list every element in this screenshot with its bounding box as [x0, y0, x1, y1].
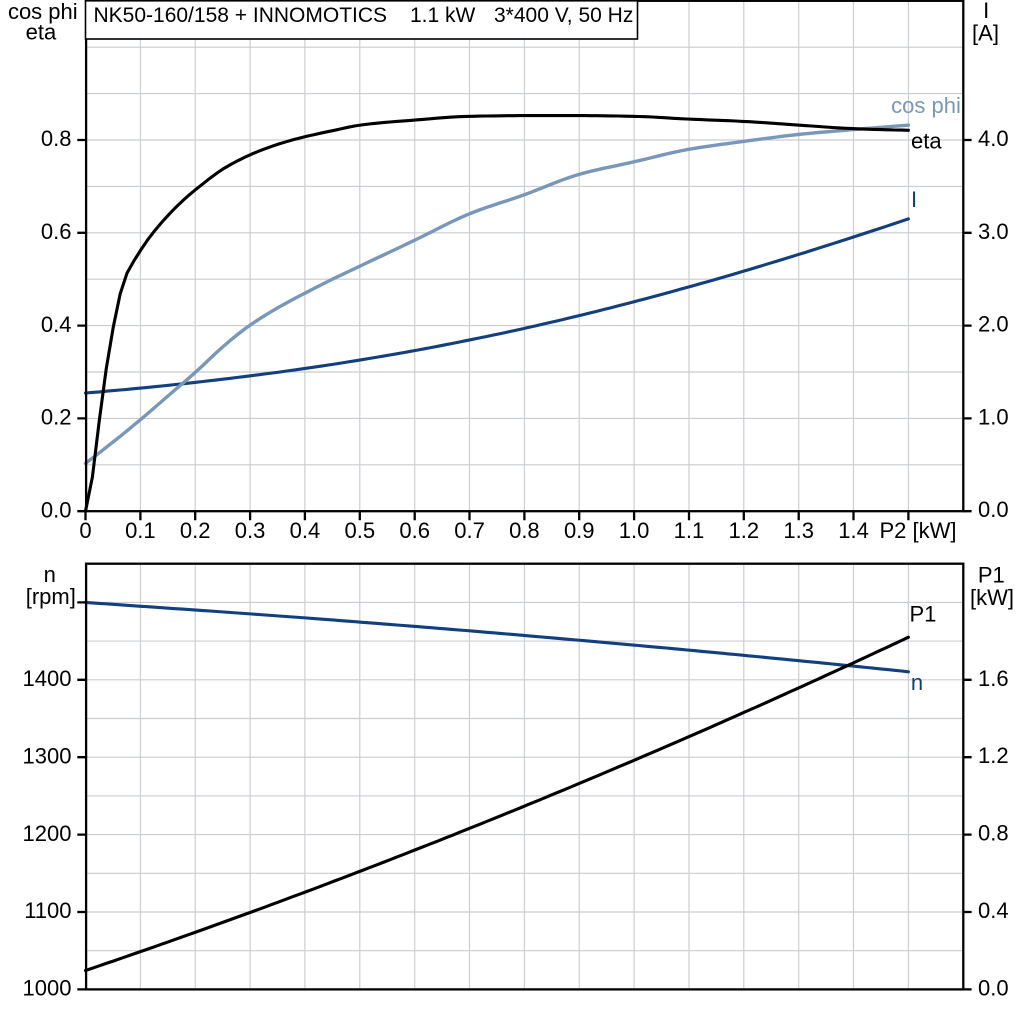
svg-text:2.0: 2.0 — [978, 312, 1009, 337]
svg-text:0.2: 0.2 — [41, 405, 72, 430]
svg-text:I: I — [911, 187, 917, 212]
svg-text:I: I — [983, 0, 989, 23]
svg-text:0.6: 0.6 — [399, 518, 430, 543]
svg-text:[rpm]: [rpm] — [26, 584, 76, 609]
svg-text:[A]: [A] — [972, 21, 999, 46]
svg-text:cos phi: cos phi — [8, 0, 78, 24]
svg-text:4.0: 4.0 — [978, 126, 1009, 151]
svg-text:3*400 V, 50 Hz: 3*400 V, 50 Hz — [494, 4, 633, 27]
svg-text:3.0: 3.0 — [978, 219, 1009, 244]
svg-text:1.6: 1.6 — [978, 666, 1009, 691]
svg-text:cos phi: cos phi — [891, 93, 961, 118]
svg-text:P1: P1 — [910, 602, 937, 627]
svg-text:P2 [kW]: P2 [kW] — [879, 518, 956, 543]
svg-text:1.4: 1.4 — [838, 518, 869, 543]
svg-text:1.0: 1.0 — [619, 518, 650, 543]
svg-text:n: n — [44, 562, 56, 587]
svg-text:1.0: 1.0 — [978, 404, 1009, 429]
svg-text:1200: 1200 — [23, 821, 72, 846]
svg-text:0.0: 0.0 — [41, 497, 72, 522]
svg-text:0.5: 0.5 — [345, 518, 376, 543]
svg-text:1300: 1300 — [23, 743, 72, 768]
svg-text:0.3: 0.3 — [235, 518, 266, 543]
svg-text:0.8: 0.8 — [41, 126, 72, 151]
svg-text:0.9: 0.9 — [564, 518, 595, 543]
svg-text:1100: 1100 — [24, 898, 71, 923]
svg-text:eta: eta — [911, 128, 942, 153]
svg-text:1000: 1000 — [23, 976, 72, 1001]
svg-text:n: n — [911, 670, 923, 695]
svg-text:0.6: 0.6 — [41, 219, 72, 244]
svg-text:1.3: 1.3 — [783, 518, 814, 543]
svg-text:0.0: 0.0 — [978, 497, 1009, 522]
svg-text:1400: 1400 — [23, 666, 72, 691]
svg-text:1.1: 1.1 — [674, 518, 705, 543]
svg-text:1.2: 1.2 — [729, 518, 760, 543]
svg-text:1.1 kW: 1.1 kW — [410, 4, 476, 27]
svg-text:0.4: 0.4 — [41, 312, 72, 337]
svg-text:eta: eta — [26, 19, 57, 44]
svg-text:0.2: 0.2 — [180, 518, 211, 543]
svg-text:1.2: 1.2 — [978, 743, 1009, 768]
svg-text:0.8: 0.8 — [978, 821, 1009, 846]
svg-text:0.1: 0.1 — [125, 518, 156, 543]
svg-text:0.0: 0.0 — [978, 975, 1009, 1000]
svg-text:NK50-160/158 + INNOMOTICS: NK50-160/158 + INNOMOTICS — [94, 4, 388, 27]
svg-text:0.4: 0.4 — [978, 898, 1009, 923]
svg-text:0.7: 0.7 — [454, 518, 485, 543]
svg-text:P1: P1 — [978, 562, 1005, 587]
svg-text:0.4: 0.4 — [290, 518, 321, 543]
svg-text:[kW]: [kW] — [970, 585, 1014, 610]
svg-text:0.8: 0.8 — [509, 518, 540, 543]
svg-text:0: 0 — [79, 518, 91, 543]
